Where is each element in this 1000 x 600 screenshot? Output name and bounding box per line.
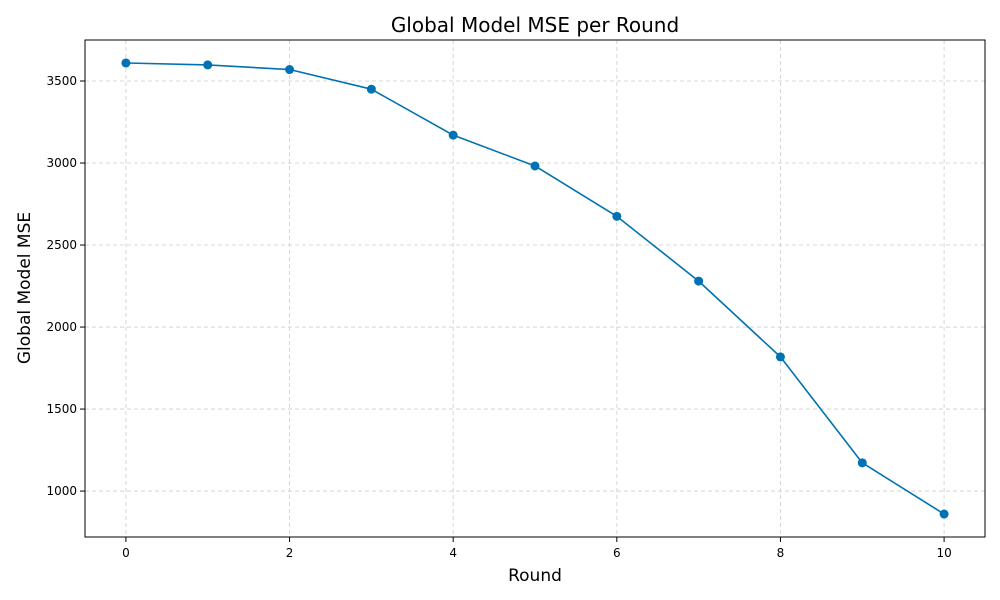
data-point — [121, 58, 131, 68]
data-point — [366, 84, 376, 94]
data-point — [775, 352, 785, 362]
data-point — [285, 65, 295, 75]
y-tick-label: 3000 — [46, 156, 77, 170]
y-axis-ticks: 1000 1500 2000 2500 3000 3500 — [46, 74, 85, 498]
data-point — [530, 161, 540, 171]
plot-area-frame — [84, 39, 986, 538]
data-point — [448, 130, 458, 140]
x-axis-label: Round — [508, 566, 562, 586]
series-layer — [121, 58, 949, 519]
y-tick-label: 3500 — [46, 74, 77, 88]
data-point — [939, 509, 949, 519]
x-tick-label: 4 — [449, 546, 457, 560]
y-tick-label: 1500 — [46, 402, 77, 416]
x-tick-label: 6 — [613, 546, 621, 560]
y-axis-label: Global Model MSE — [15, 212, 35, 364]
y-tick-label: 1000 — [46, 484, 77, 498]
y-tick-label: 2500 — [46, 238, 77, 252]
data-point — [694, 276, 704, 286]
x-tick-label: 2 — [286, 546, 294, 560]
x-tick-label: 8 — [777, 546, 785, 560]
x-tick-label: 10 — [936, 546, 951, 560]
data-point — [857, 458, 867, 468]
x-tick-label: 0 — [122, 546, 130, 560]
y-tick-label: 2000 — [46, 320, 77, 334]
chart-title: Global Model MSE per Round — [391, 13, 679, 37]
data-point — [612, 211, 622, 221]
x-axis-ticks: 0 2 4 6 8 10 — [122, 537, 952, 560]
data-point — [203, 60, 213, 70]
